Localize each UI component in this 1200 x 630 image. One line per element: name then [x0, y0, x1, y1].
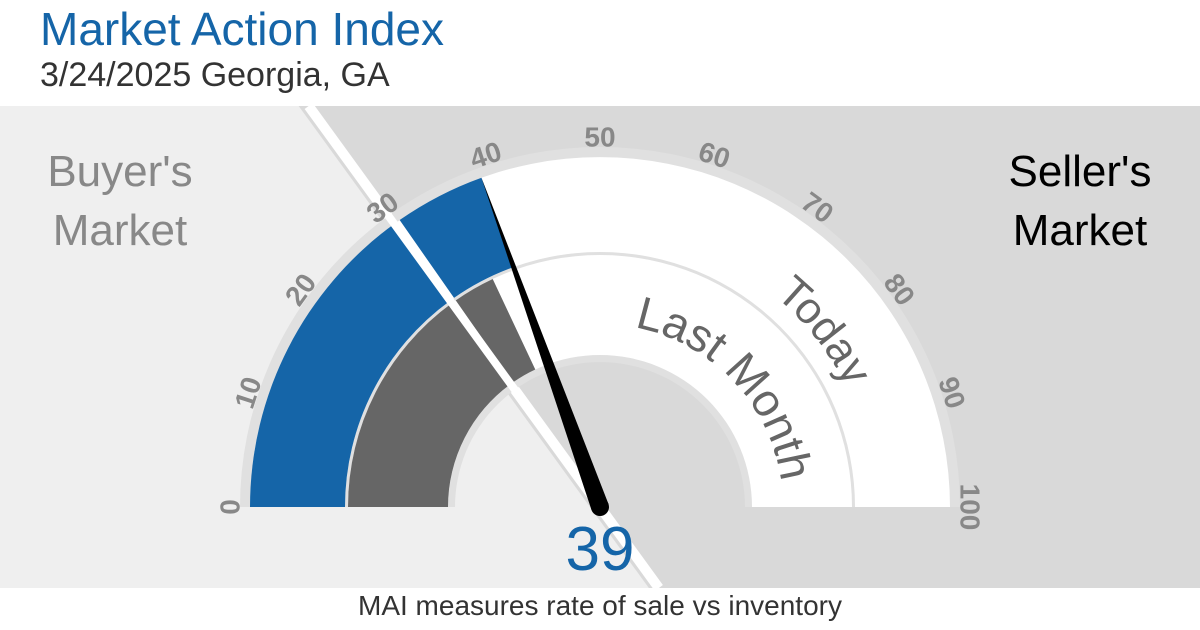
tick-label-50: 50 [584, 122, 615, 153]
threshold-gap [379, 205, 527, 405]
sellers-market-line-2: Market [1013, 206, 1147, 255]
tick-label-0: 0 [215, 499, 246, 515]
today-bar [250, 223, 451, 507]
footer-note: MAI measures rate of sale vs inventory [358, 590, 842, 621]
tick-label-100: 100 [955, 484, 986, 531]
last-month-bar [348, 303, 511, 507]
page-title: Market Action Index [40, 3, 444, 55]
sellers-market-line-1: Seller's [1009, 147, 1152, 196]
buyers-market-line-2: Market [53, 206, 187, 255]
buyers-market-line-1: Buyer's [47, 147, 192, 196]
gauge-value: 39 [566, 515, 635, 584]
last-month-bar-upper [455, 278, 536, 383]
needle-hub [591, 498, 609, 516]
page-subtitle: 3/24/2025 Georgia, GA [40, 56, 390, 94]
today-bar-upper [399, 177, 514, 298]
gauge-needle [481, 177, 609, 511]
